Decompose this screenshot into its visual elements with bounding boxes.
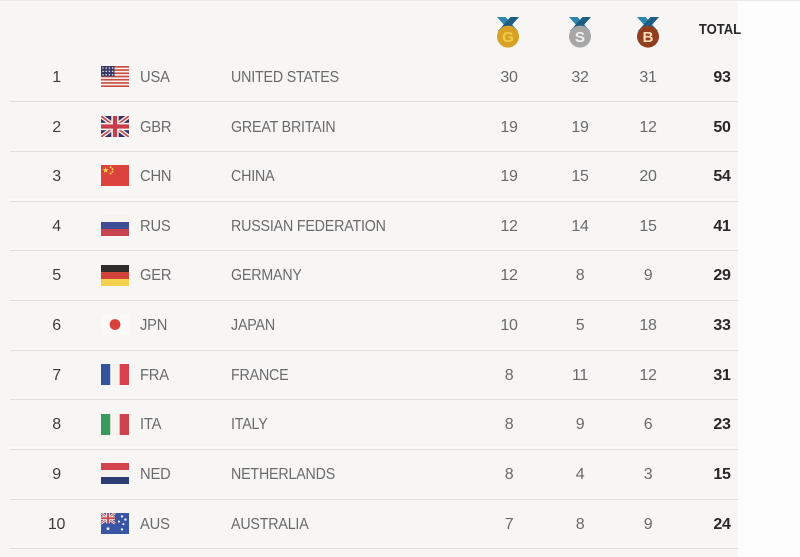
svg-text:S: S — [575, 29, 585, 46]
svg-text:G: G — [502, 29, 514, 46]
svg-text:B: B — [643, 29, 654, 46]
